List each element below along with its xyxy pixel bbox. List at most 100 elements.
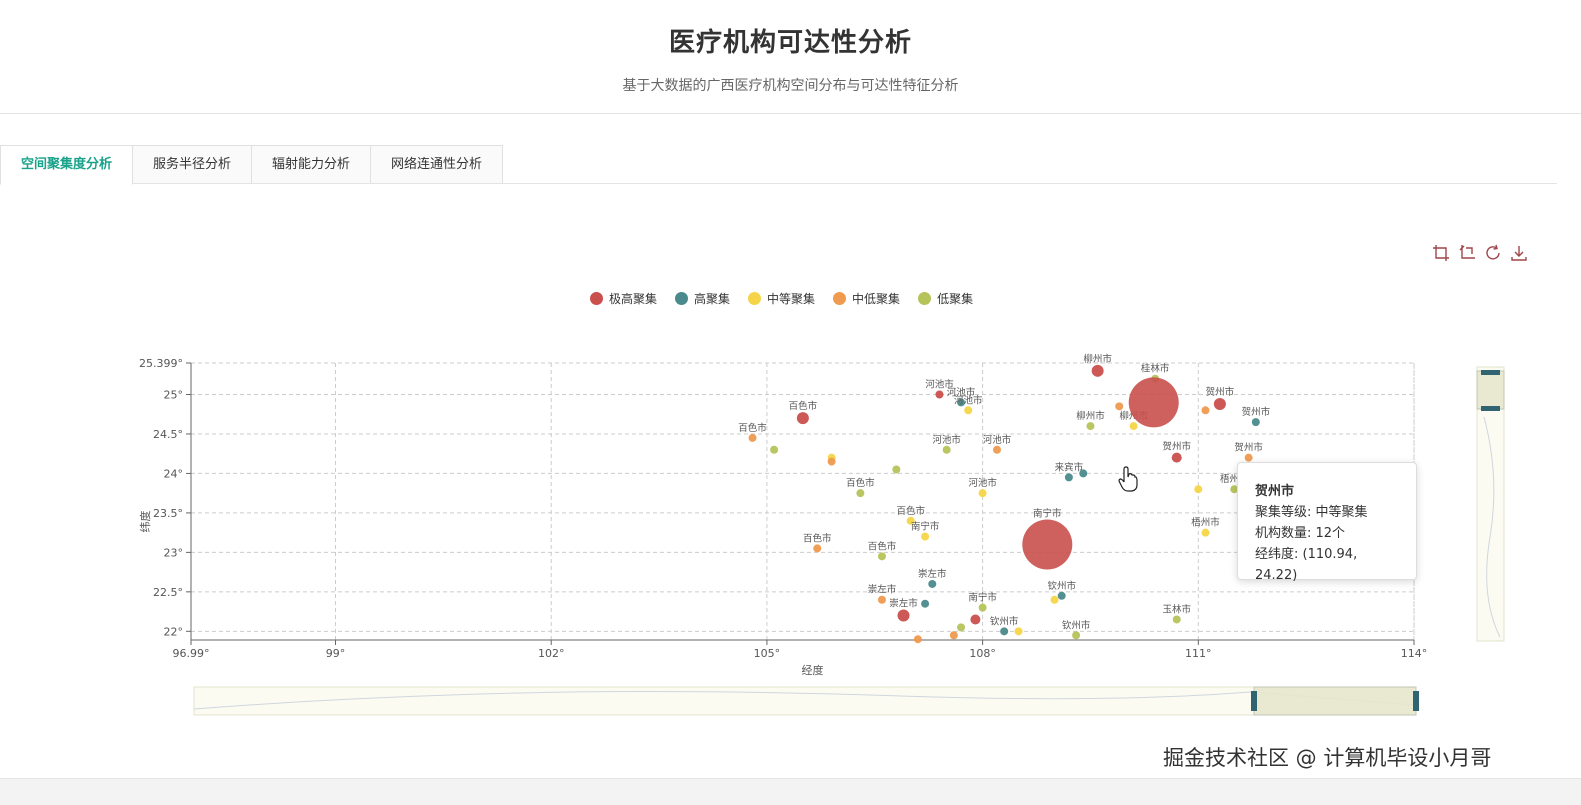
- data-point[interactable]: [748, 433, 757, 442]
- data-point[interactable]: [921, 532, 930, 541]
- data-point[interactable]: [906, 516, 915, 525]
- data-point[interactable]: [1091, 364, 1104, 377]
- y-tick-label: 25.399°: [139, 357, 183, 370]
- tooltip-title: 贺州市: [1255, 484, 1295, 499]
- y-datazoom-window[interactable]: [1476, 370, 1505, 410]
- page-subtitle: 基于大数据的广西医疗机构空间分布与可达性特征分析: [622, 78, 959, 94]
- tab-radiation-capacity[interactable]: 辐射能力分析: [251, 145, 372, 184]
- y-datazoom-handle-bottom[interactable]: [1481, 406, 1500, 411]
- data-point[interactable]: [827, 457, 836, 466]
- x-tick-label: 105°: [754, 647, 781, 660]
- legend-label: 高聚集: [694, 292, 731, 306]
- data-point[interactable]: [1230, 485, 1239, 494]
- data-point[interactable]: [1128, 377, 1179, 428]
- point-label: 柳州市: [1083, 353, 1112, 365]
- point-label: 河池市: [983, 434, 1012, 446]
- point-label: 崇左市: [868, 584, 897, 596]
- data-point[interactable]: [942, 445, 951, 454]
- data-point[interactable]: [921, 599, 930, 608]
- data-point[interactable]: [897, 609, 910, 622]
- x-datazoom-preview: [193, 691, 1417, 710]
- data-point[interactable]: [770, 445, 779, 454]
- legend-item-high[interactable]: 高聚集: [675, 290, 730, 307]
- download-icon[interactable]: [1510, 244, 1528, 262]
- zoom-reset-icon[interactable]: [1458, 244, 1476, 262]
- zoom-icon[interactable]: [1432, 244, 1450, 262]
- point-label: 百色市: [896, 505, 925, 517]
- data-point[interactable]: [1244, 453, 1253, 462]
- y-tick-label: 23.5°: [153, 507, 183, 520]
- tab-spatial-aggregation[interactable]: 空间聚集度分析: [0, 145, 134, 185]
- data-point[interactable]: [928, 579, 937, 588]
- legend-item-medium-low[interactable]: 中低聚集: [833, 290, 900, 307]
- x-datazoom-handle-right[interactable]: [1413, 691, 1419, 711]
- data-point[interactable]: [1171, 452, 1182, 463]
- tooltip-count: 机构数量: 12个: [1255, 526, 1346, 541]
- data-point[interactable]: [856, 489, 865, 498]
- point-label: 河池市: [932, 434, 961, 446]
- y-datazoom-handle-top[interactable]: [1481, 370, 1500, 375]
- y-datazoom-track: [1476, 366, 1505, 642]
- y-axis-label: 纬度: [138, 511, 152, 533]
- data-point[interactable]: [1064, 473, 1073, 482]
- point-label: 河池市: [954, 394, 983, 406]
- legend-marker: [833, 292, 847, 305]
- point-label: 河池市: [925, 378, 954, 390]
- data-point[interactable]: [1086, 422, 1095, 431]
- data-point[interactable]: [1129, 422, 1138, 431]
- legend-item-very-high[interactable]: 极高聚集: [590, 290, 657, 307]
- data-point[interactable]: [992, 445, 1001, 454]
- data-point[interactable]: [877, 552, 886, 561]
- data-point[interactable]: [1000, 627, 1009, 636]
- point-label: 贺州市: [1242, 406, 1271, 418]
- data-point[interactable]: [1072, 631, 1081, 640]
- data-point[interactable]: [978, 603, 987, 612]
- point-label: 百色市: [803, 532, 832, 544]
- tab-service-radius[interactable]: 服务半径分析: [132, 145, 253, 184]
- y-tick-label: 23°: [164, 546, 184, 559]
- point-label: 河池市: [947, 386, 976, 398]
- point-label: 崇左市: [889, 598, 918, 610]
- data-point[interactable]: [877, 595, 886, 604]
- x-tick-label: 96.99°: [173, 647, 210, 660]
- legend-item-medium[interactable]: 中等聚集: [748, 290, 815, 307]
- data-point[interactable]: [1115, 402, 1124, 411]
- data-point[interactable]: [1057, 591, 1066, 600]
- tooltip-level: 聚集等级: 中等聚集: [1255, 505, 1368, 520]
- data-point[interactable]: [1251, 418, 1260, 427]
- x-datazoom-track: [193, 686, 1417, 716]
- chart-toolbox: [1432, 244, 1528, 262]
- data-point[interactable]: [1213, 397, 1226, 410]
- data-point[interactable]: [813, 544, 822, 553]
- data-point[interactable]: [1014, 627, 1023, 636]
- point-label: 河池市: [968, 477, 997, 489]
- data-point[interactable]: [892, 465, 901, 474]
- restore-icon[interactable]: [1484, 244, 1502, 262]
- data-point[interactable]: [957, 398, 966, 407]
- data-point[interactable]: [1050, 595, 1059, 604]
- data-point[interactable]: [1201, 528, 1210, 537]
- legend-item-low[interactable]: 低聚集: [918, 290, 973, 307]
- data-point[interactable]: [1194, 485, 1203, 494]
- data-point[interactable]: [1022, 519, 1073, 570]
- point-tooltip: 贺州市 聚集等级: 中等聚集 机构数量: 12个 经纬度: (110.94, 2…: [1237, 462, 1417, 583]
- x-datazoom-handle-left[interactable]: [1251, 691, 1257, 711]
- tab-network-connectivity[interactable]: 网络连通性分析: [370, 145, 504, 184]
- x-tick-label: 102°: [538, 647, 565, 660]
- point-label: 贺州市: [1234, 442, 1263, 454]
- data-point[interactable]: [935, 390, 944, 399]
- data-point[interactable]: [957, 623, 966, 632]
- data-point[interactable]: [970, 614, 981, 625]
- x-datazoom-window[interactable]: [1253, 686, 1417, 716]
- data-point[interactable]: [796, 412, 809, 425]
- data-point[interactable]: [978, 489, 987, 498]
- data-point[interactable]: [1201, 406, 1210, 415]
- y-datazoom-preview: [1483, 416, 1501, 638]
- data-point[interactable]: [949, 631, 958, 640]
- data-point[interactable]: [913, 635, 922, 644]
- data-point[interactable]: [1079, 469, 1088, 478]
- data-point[interactable]: [1172, 615, 1181, 624]
- x-axis-label: 经度: [802, 663, 824, 677]
- data-point[interactable]: [964, 406, 973, 415]
- y-tick-label: 22°: [164, 625, 184, 638]
